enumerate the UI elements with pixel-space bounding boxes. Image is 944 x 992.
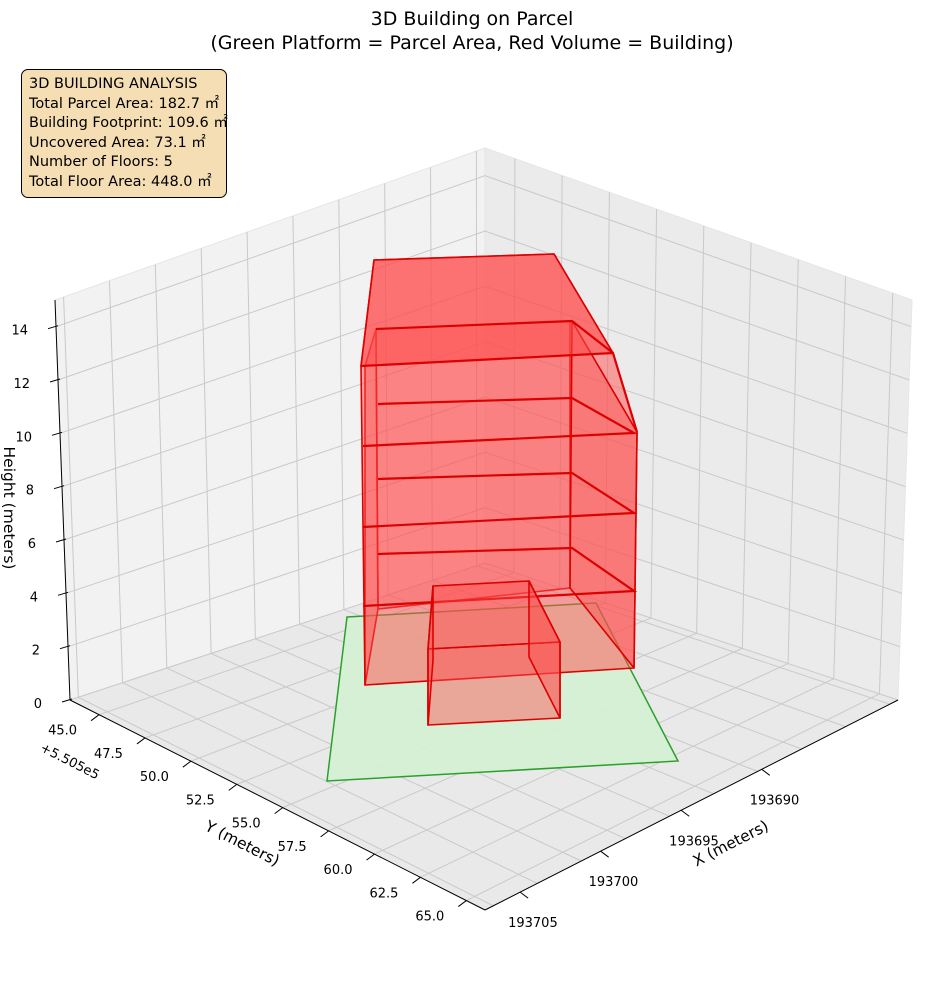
z-tick	[61, 698, 73, 703]
z-gridline	[55, 175, 912, 328]
y-tick-label: 45.0	[48, 724, 77, 739]
y-tick-label: 62.5	[369, 886, 398, 901]
y-tick-label: 50.0	[140, 770, 169, 785]
info-line-floors: Number of Floors: 5	[29, 154, 173, 170]
info-box-heading: 3D BUILDING ANALYSIS	[29, 76, 198, 92]
info-line-floor-area: Total Floor Area: 448.0 ㎡	[29, 173, 212, 190]
y-tick-label: 65.0	[415, 910, 444, 925]
annex-left-face	[427, 585, 434, 726]
x-tick-label: 193700	[589, 875, 639, 890]
y-axis-line	[69, 699, 486, 911]
y-tick-label: 55.0	[232, 817, 261, 832]
z-tick	[59, 645, 71, 650]
z-tick-label: 10	[15, 430, 32, 445]
axes: 0 2 4 6 8 10 12 14 45.0 47.5 50.0 52.5 55.0 57.5 60.0 6…	[11, 299, 899, 931]
z-axis-label: Height (meters)	[0, 447, 18, 570]
z-axis-line	[54, 299, 71, 701]
z-tick	[53, 485, 65, 490]
y-gridline	[466, 293, 894, 901]
y-tick	[412, 876, 421, 884]
x-tick	[761, 768, 771, 776]
z-gridline	[57, 230, 910, 381]
x-tick-label: 193695	[669, 834, 719, 849]
z-tick	[51, 431, 63, 436]
x-gridline	[200, 248, 626, 840]
z-tick	[57, 591, 69, 596]
z-tick-label: 0	[34, 697, 42, 712]
info-line-uncovered: Uncovered Area: 73.1 ㎡	[29, 134, 206, 151]
y-gridline	[374, 259, 799, 855]
annex-right-face	[528, 580, 561, 719]
x-tick	[680, 809, 690, 817]
x-gridline	[63, 296, 494, 907]
z-tick	[47, 325, 59, 330]
y-tick	[90, 714, 100, 722]
y-axis-offset-label: +5.505e5	[37, 741, 101, 784]
y-tick	[136, 737, 146, 745]
y-tick-label: 60.0	[324, 863, 353, 878]
z-tick-label: 2	[32, 644, 40, 659]
y-tick	[366, 853, 375, 861]
x-gridline	[154, 264, 582, 862]
z-tick	[55, 538, 67, 543]
x-tick	[519, 891, 529, 899]
grid-lines	[55, 151, 912, 907]
x-axis-line	[484, 699, 899, 911]
floor-division	[362, 396, 638, 448]
y-tick	[320, 830, 329, 838]
chart-title: 3D Building on Parcel	[371, 8, 574, 30]
z-tick	[49, 378, 61, 383]
floor-division	[362, 471, 638, 529]
y-tick-label: 47.5	[94, 747, 123, 762]
x-tick-label: 193690	[750, 793, 800, 808]
y-tick-label: 52.5	[186, 793, 215, 808]
y-tick	[228, 783, 238, 791]
z-tick-label: 6	[28, 537, 36, 552]
y-tick	[458, 900, 467, 907]
info-line-footprint: Building Footprint: 109.6 ㎡	[29, 115, 228, 131]
z-tick-label: 8	[26, 484, 34, 499]
z-tick-label: 14	[11, 324, 28, 339]
floor-division	[375, 319, 614, 354]
building-volumes	[326, 253, 680, 782]
x-tick-label: 193705	[508, 916, 558, 931]
floor-division	[362, 546, 638, 608]
x-tick	[600, 850, 609, 858]
y-tick	[274, 807, 283, 815]
y-tick	[182, 760, 192, 768]
y-tick-label: 57.5	[278, 840, 307, 855]
info-line-parcel-area: Total Parcel Area: 182.7 ㎡	[29, 95, 220, 112]
analysis-info-box: 3D BUILDING ANALYSIS Total Parcel Area: …	[21, 69, 228, 198]
x-gridline	[108, 280, 538, 884]
z-tick-label: 12	[13, 377, 30, 392]
z-tick-label: 4	[30, 590, 38, 605]
y-gridline	[420, 276, 847, 878]
chart-subtitle: (Green Platform = Parcel Area, Red Volum…	[210, 32, 733, 54]
